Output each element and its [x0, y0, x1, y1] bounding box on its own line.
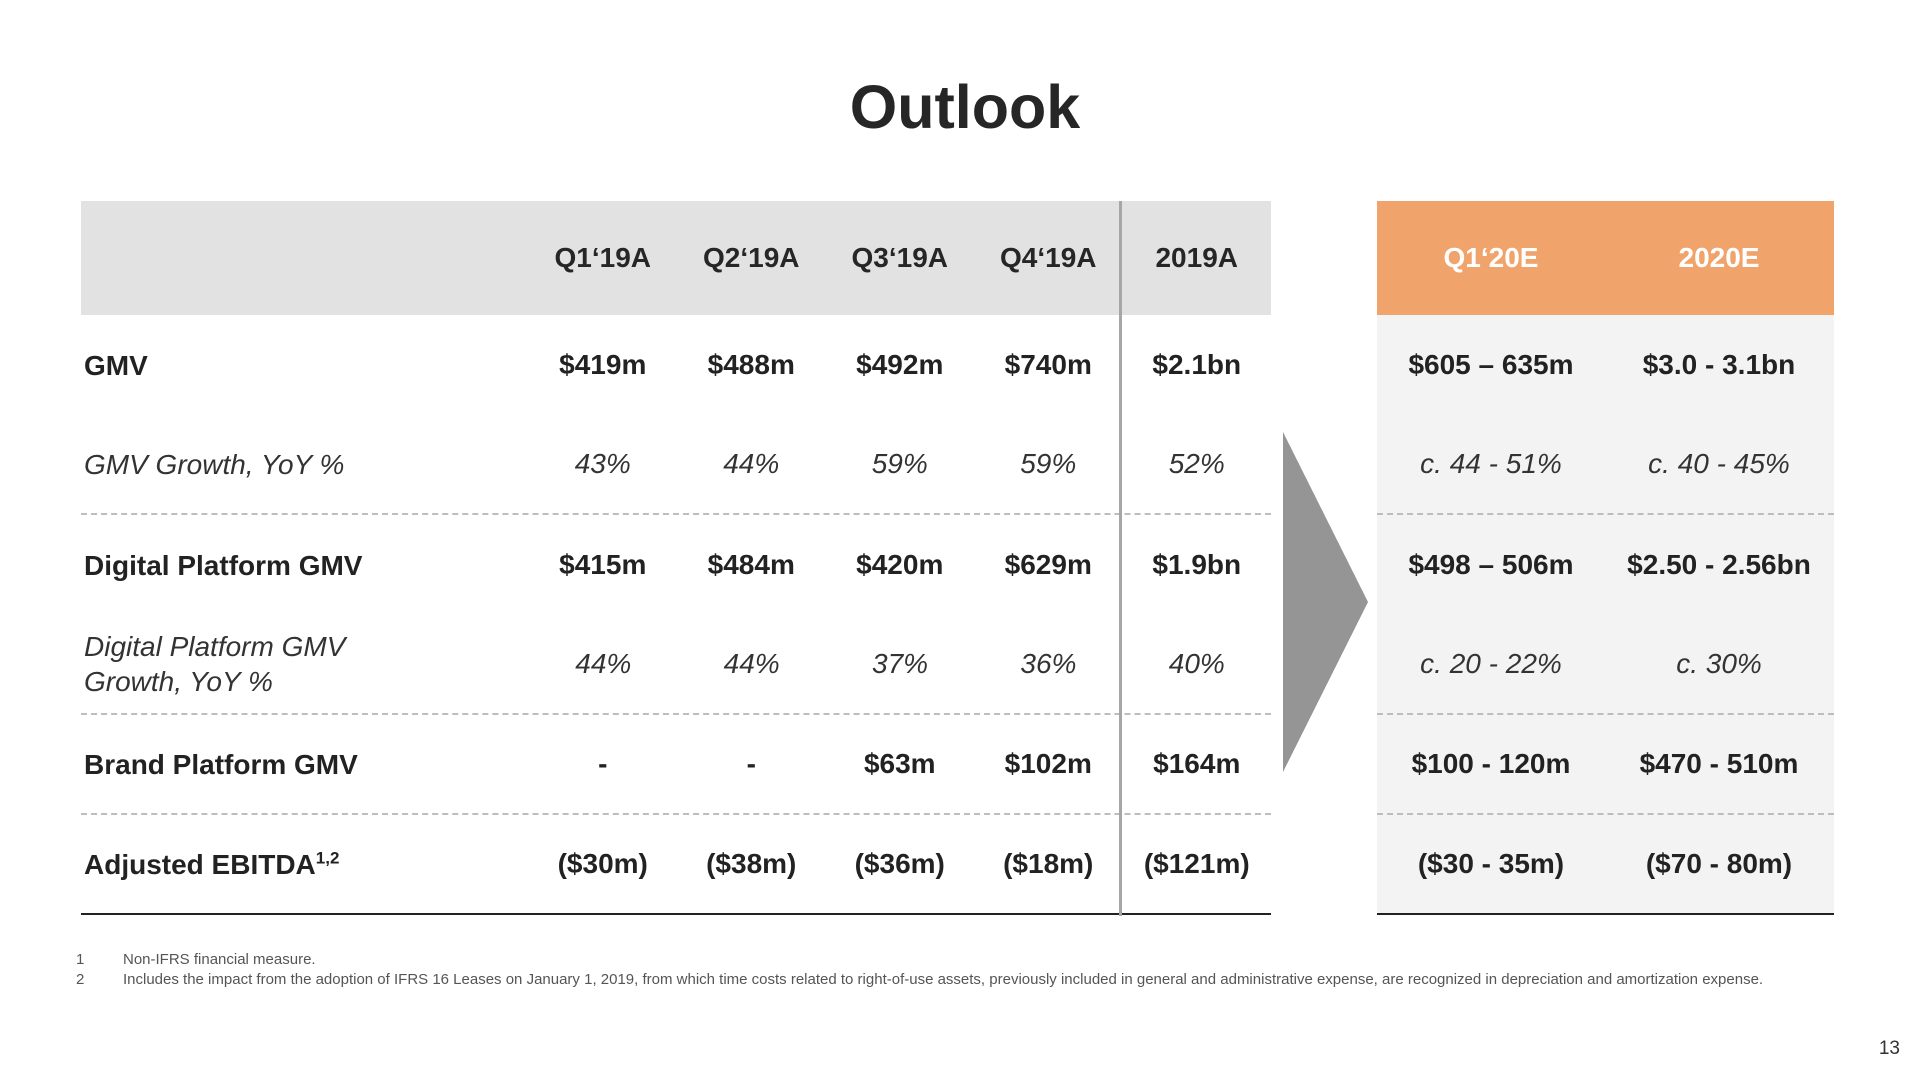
table-row: Digital Platform GMV $415m $484m $420m $…	[81, 515, 1271, 615]
cell: ($121m)	[1143, 848, 1250, 879]
cell: $605 – 635m	[1408, 349, 1574, 380]
cell: $1.9bn	[1152, 549, 1242, 580]
cell: $740m	[1004, 349, 1092, 380]
cell: c. 30%	[1676, 648, 1762, 679]
table-row: ($30 - 35m) ($70 - 80m)	[1377, 815, 1834, 915]
cell: ($18m)	[1003, 848, 1094, 879]
cell: c. 20 - 22%	[1420, 648, 1562, 679]
cell: ($36m)	[854, 848, 945, 879]
cell: $2.1bn	[1152, 349, 1242, 380]
cell: $102m	[1004, 748, 1092, 779]
cell: $100 - 120m	[1411, 748, 1571, 779]
outlook-header-row: Q1‘20E 2020E	[1377, 201, 1834, 315]
footnote-text: Non-IFRS financial measure.	[123, 951, 316, 968]
cell: 37%	[872, 648, 929, 679]
actuals-header-row: Q1‘19A Q2‘19A Q3‘19A Q4‘19A 2019A	[81, 201, 1271, 315]
cell: c. 40 - 45%	[1648, 448, 1790, 479]
cell: $492m	[856, 349, 944, 380]
cell: ($30m)	[557, 848, 648, 879]
row-label: Digital Platform GMV Growth, YoY %	[84, 631, 346, 697]
cell: 44%	[575, 648, 632, 679]
row-label: GMV	[84, 349, 148, 381]
table-row: $605 – 635m $3.0 - 3.1bn	[1377, 315, 1834, 415]
table-row: Adjusted EBITDA1,2 ($30m) ($38m) ($36m) …	[81, 815, 1271, 915]
row-label: Digital Platform GMV	[84, 549, 363, 581]
col-header: Q1‘20E	[1443, 242, 1539, 273]
footnote-number: 1	[76, 951, 85, 968]
table-row: Brand Platform GMV - - $63m $102m $164m	[81, 715, 1271, 815]
page-number: 13	[1878, 1038, 1900, 1059]
outlook-table: Q1‘20E 2020E $605 – 635m $3.0 - 3.1bn c.…	[1377, 201, 1834, 915]
cell: 44%	[723, 448, 780, 479]
col-header: 2019A	[1155, 242, 1238, 273]
col-header: Q3‘19A	[851, 242, 949, 273]
table-row: c. 20 - 22% c. 30%	[1377, 615, 1834, 715]
footnote-ref: 1,2	[315, 848, 340, 868]
footnote-text: Includes the impact from the adoption of…	[123, 971, 1764, 988]
col-header: 2020E	[1678, 242, 1760, 273]
col-header: Q1‘19A	[554, 242, 652, 273]
cell: -	[746, 748, 756, 779]
table-row: Digital Platform GMV Growth, YoY % 44% 4…	[81, 615, 1271, 715]
chevron-right-icon	[1283, 432, 1368, 772]
cell: $629m	[1004, 549, 1092, 580]
col-header: Q4‘19A	[1000, 242, 1097, 273]
cell: $488m	[707, 349, 795, 380]
cell: $164m	[1153, 748, 1241, 779]
col-header: Q2‘19A	[703, 242, 800, 273]
footnote-number: 2	[76, 971, 85, 988]
cell: $419m	[559, 349, 647, 380]
footnote: 1 Non-IFRS financial measure.	[76, 950, 1836, 970]
footnote: 2 Includes the impact from the adoption …	[76, 970, 1836, 990]
cell: 44%	[723, 648, 780, 679]
cell: $2.50 - 2.56bn	[1627, 549, 1811, 580]
cell: 59%	[871, 448, 928, 479]
cell: ($38m)	[706, 848, 797, 879]
footnotes: 1 Non-IFRS financial measure. 2 Includes…	[76, 950, 1836, 990]
row-label: Brand Platform GMV	[84, 748, 358, 780]
cell: 52%	[1168, 448, 1225, 479]
cell: $420m	[856, 549, 944, 580]
cell: -	[598, 748, 608, 779]
cell: $470 - 510m	[1639, 748, 1799, 779]
table-row: $498 – 506m $2.50 - 2.56bn	[1377, 515, 1834, 615]
table-row: $100 - 120m $470 - 510m	[1377, 715, 1834, 815]
cell: 59%	[1020, 448, 1077, 479]
table-row: GMV $419m $488m $492m $740m $2.1bn	[81, 315, 1271, 415]
cell: 36%	[1020, 648, 1077, 679]
cell: $498 – 506m	[1408, 549, 1574, 580]
row-label-text: Adjusted EBITDA	[84, 848, 316, 880]
cell: $415m	[559, 549, 647, 580]
row-label: Adjusted EBITDA1,2	[81, 847, 529, 882]
cell: ($70 - 80m)	[1645, 848, 1793, 879]
cell: ($30 - 35m)	[1417, 848, 1565, 879]
actuals-table: Q1‘19A Q2‘19A Q3‘19A Q4‘19A 2019A GMV $4…	[81, 201, 1271, 915]
cell: $63m	[863, 748, 936, 779]
cell: $3.0 - 3.1bn	[1642, 349, 1796, 380]
table-row: c. 44 - 51% c. 40 - 45%	[1377, 415, 1834, 515]
cell: $484m	[707, 549, 795, 580]
page-title: Outlook	[849, 73, 1081, 141]
cell: 40%	[1168, 648, 1225, 679]
cell: 43%	[574, 448, 631, 479]
row-label: GMV Growth, YoY %	[84, 448, 345, 480]
year-divider	[1119, 201, 1122, 916]
cell: c. 44 - 51%	[1420, 448, 1562, 479]
table-row: GMV Growth, YoY % 43% 44% 59% 59% 52%	[81, 415, 1271, 515]
